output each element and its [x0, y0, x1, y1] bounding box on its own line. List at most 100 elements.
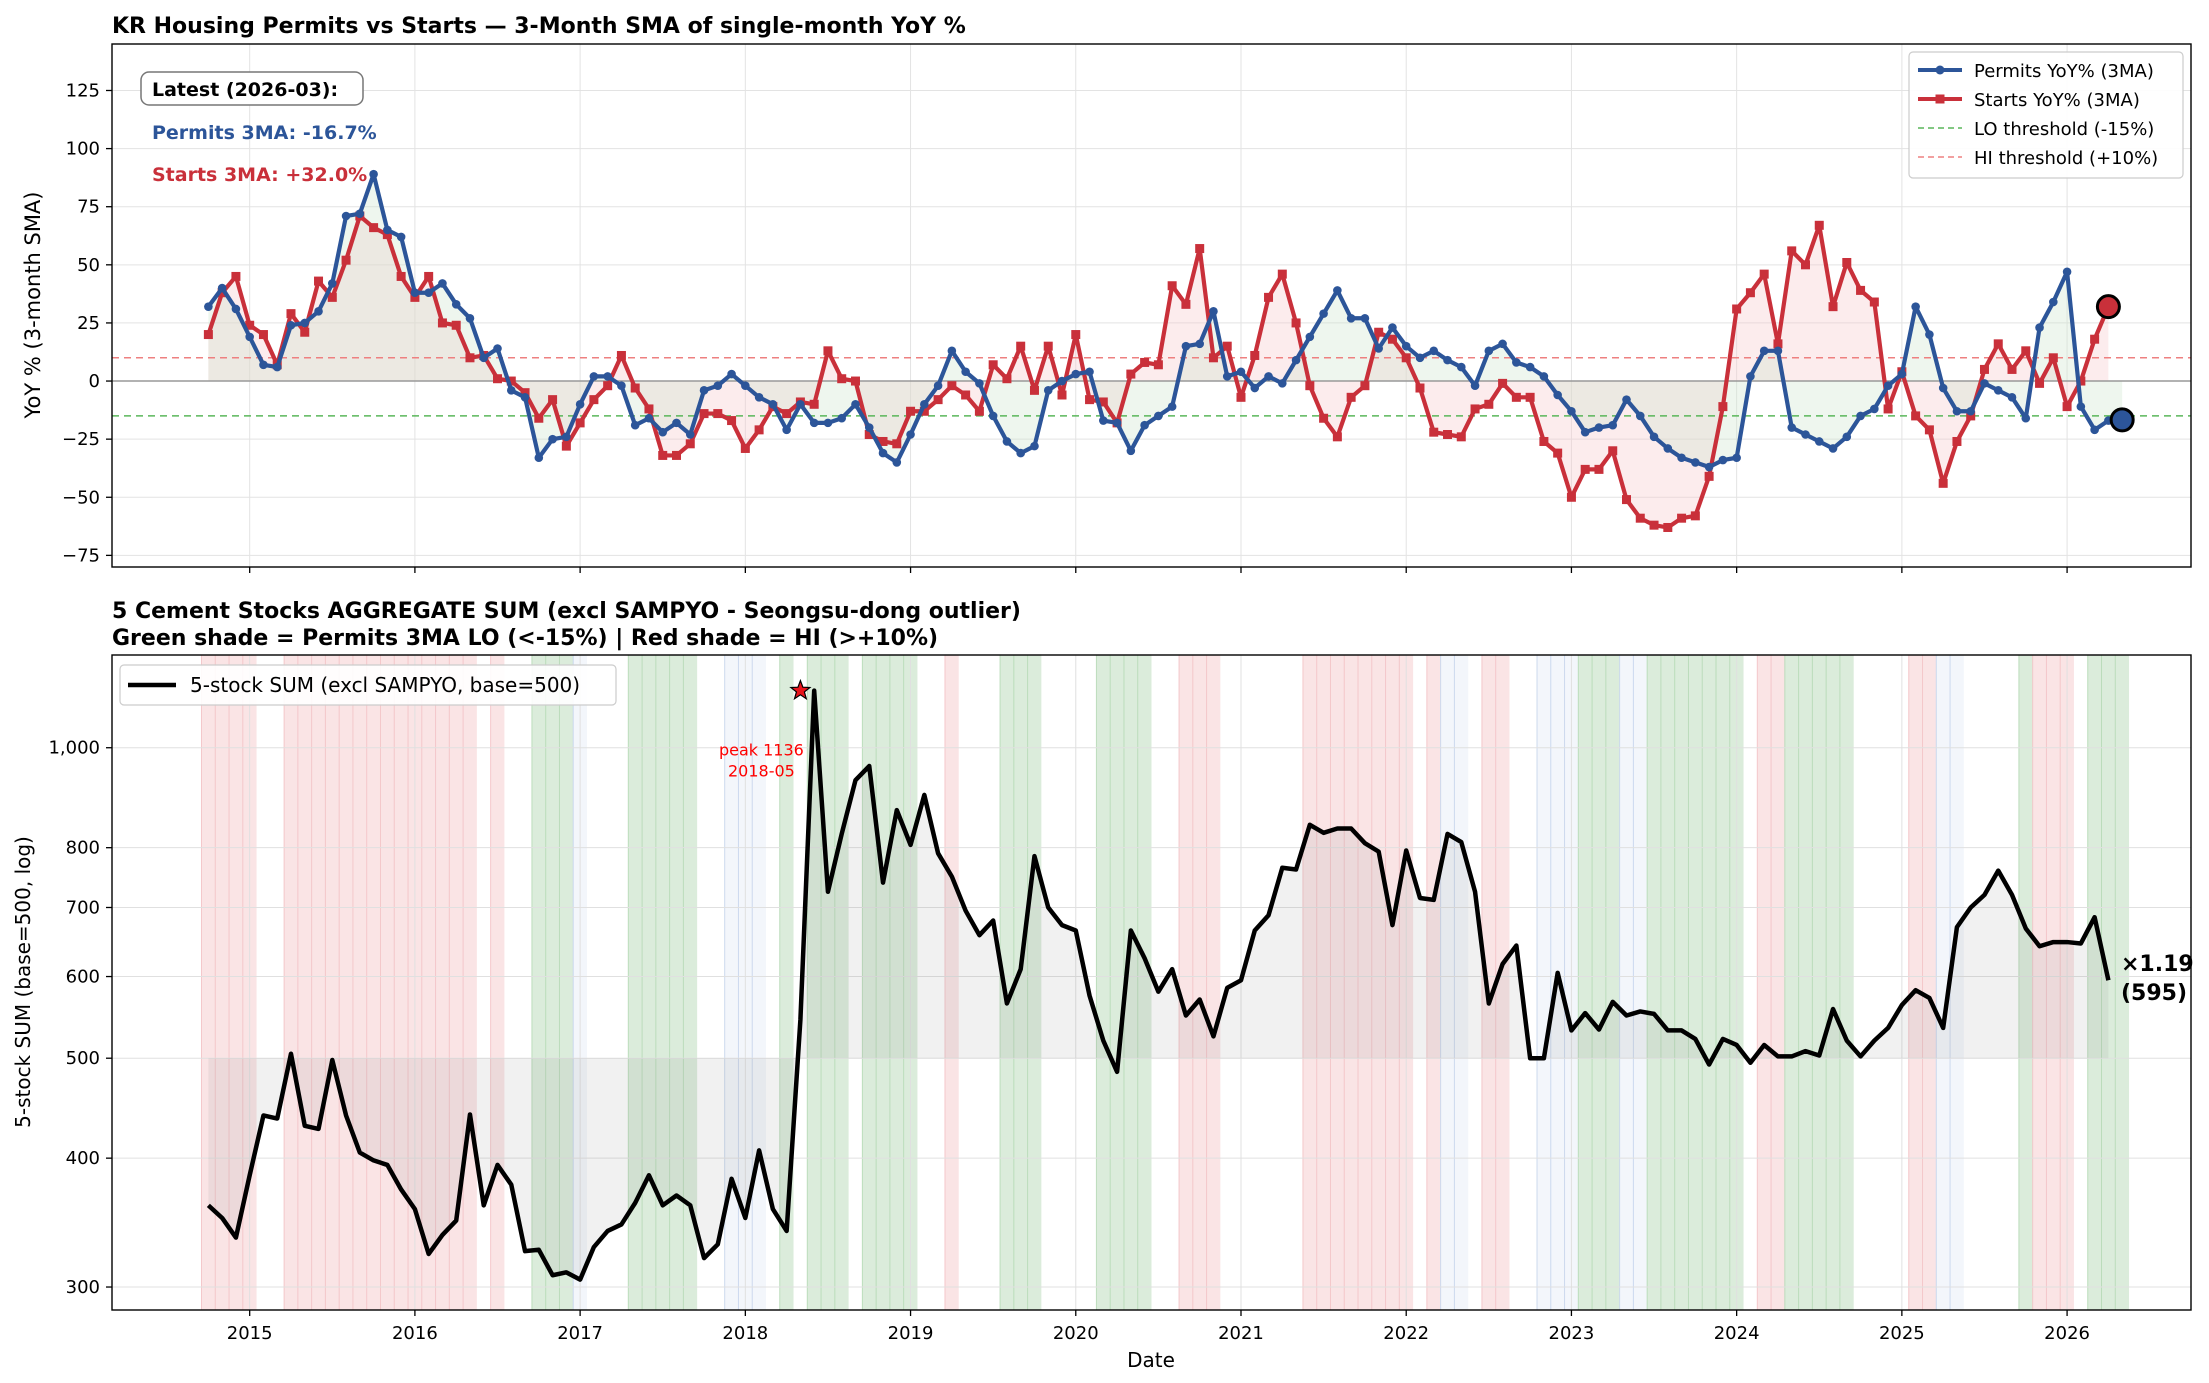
permits-point [1429, 346, 1439, 356]
permits-point [1553, 390, 1562, 400]
legend-permits: Permits YoY% (3MA) [1918, 61, 2154, 82]
permits-point [424, 288, 433, 298]
permits-point [1814, 437, 1824, 446]
top-plot-frame [111, 43, 2192, 568]
starts-point [1911, 411, 1921, 421]
top-ytick-label: 125 [66, 80, 100, 101]
regime-shade [284, 655, 298, 1310]
starts-point [1952, 436, 1962, 446]
starts-markers [203, 211, 2113, 532]
bottom-series [206, 678, 2111, 1282]
permits-point [272, 362, 282, 372]
regime-shade [463, 655, 477, 1310]
permits-point [1388, 323, 1397, 332]
permits-point [438, 279, 447, 288]
regime-shade [1013, 655, 1028, 1310]
starts-point [1800, 260, 1810, 270]
permits-point [1099, 416, 1108, 425]
starts-point [1332, 432, 1342, 442]
starts-point [1057, 390, 1067, 400]
top-y-axis-ticks: −75 −50 −25 0 25 50 75 100 125 [62, 80, 112, 566]
permits-point [920, 399, 929, 409]
bottom-xtick-label: 2024 [1714, 1323, 1760, 1344]
permits-point [1704, 462, 1714, 472]
starts-point [1732, 304, 1742, 314]
permits-point [961, 367, 970, 377]
bottom-xtick-label: 2015 [227, 1323, 273, 1344]
permits-point [1594, 423, 1604, 432]
starts-point [1401, 353, 1411, 363]
starts-point [1580, 464, 1590, 474]
permits-point [727, 369, 736, 379]
permits-point [1911, 302, 1920, 311]
regime-shading [200, 655, 2130, 1310]
permits-point [1236, 367, 1246, 377]
starts-point [1814, 220, 1824, 230]
end-ratio-label: ×1.19 [2121, 952, 2194, 977]
top-ytick-label: −50 [62, 487, 100, 508]
permits-point [1181, 341, 1191, 351]
permits-point [410, 288, 420, 298]
permits-point [1085, 367, 1094, 377]
permits-point [534, 453, 544, 463]
permits-point [2049, 297, 2058, 307]
regime-shade [1440, 655, 1455, 1310]
permits-point [1980, 379, 1989, 388]
top-y-axis-label: YoY % (3-month SMA) [21, 192, 45, 420]
regime-shade [1592, 655, 1606, 1310]
permits-point [892, 458, 902, 467]
starts-point [286, 309, 296, 319]
bottom-xtick-label: 2020 [1053, 1323, 1099, 1344]
starts-point [1195, 244, 1205, 254]
permits-point [1718, 455, 1728, 465]
permits-point [2076, 402, 2086, 411]
starts-point [1539, 436, 1549, 446]
permits-point [603, 372, 612, 381]
regime-shade [1619, 655, 1634, 1310]
starts-point [1594, 464, 1604, 474]
permits-point [520, 393, 530, 402]
starts-point [1663, 522, 1673, 532]
top-ytick-label: 75 [77, 197, 100, 218]
starts-point [327, 292, 337, 302]
permits-point [1154, 411, 1163, 421]
regime-shade [1839, 655, 1854, 1310]
permits-point [699, 386, 709, 395]
starts-point [1153, 360, 1163, 370]
regime-shade [1344, 655, 1359, 1310]
starts-point [314, 276, 324, 286]
regime-shade [669, 655, 684, 1310]
starts-point [1869, 297, 1879, 307]
starts-point [1415, 383, 1425, 393]
permits-point [1759, 346, 1769, 356]
regime-shade [1454, 655, 1469, 1310]
permits-point [1746, 372, 1755, 381]
permits-point [1622, 395, 1631, 404]
regime-shade [545, 655, 560, 1310]
starts-point [919, 406, 929, 416]
permits-point [933, 381, 943, 390]
regime-shade [1812, 655, 1827, 1310]
permits-point [878, 448, 888, 458]
starts-point [1236, 392, 1246, 402]
permits-markers [204, 169, 2127, 472]
permits-point [1112, 418, 1122, 428]
starts-point [1553, 448, 1563, 458]
permits-vs-starts-panel: KR Housing Permits vs Starts — 3-Month S… [21, 14, 2192, 573]
permits-point [562, 432, 571, 442]
regime-shade [1950, 655, 1964, 1310]
regime-shade [1137, 655, 1152, 1310]
starts-point [548, 395, 558, 405]
starts-point [974, 406, 984, 416]
top-reference-lines [112, 357, 2191, 417]
starts-point [740, 443, 750, 453]
starts-latest-marker [2095, 294, 2121, 320]
top-series [203, 169, 2135, 532]
legend-hi-threshold: HI threshold (+10%) [1918, 148, 2158, 169]
bottom-xtick-label: 2023 [1549, 1323, 1595, 1344]
starts-point [823, 346, 833, 356]
latest-annotation-box: Latest (2026-03): Permits 3MA: -16.7% St… [140, 71, 377, 186]
regime-shade [1605, 655, 1620, 1310]
permits-point [617, 381, 626, 390]
